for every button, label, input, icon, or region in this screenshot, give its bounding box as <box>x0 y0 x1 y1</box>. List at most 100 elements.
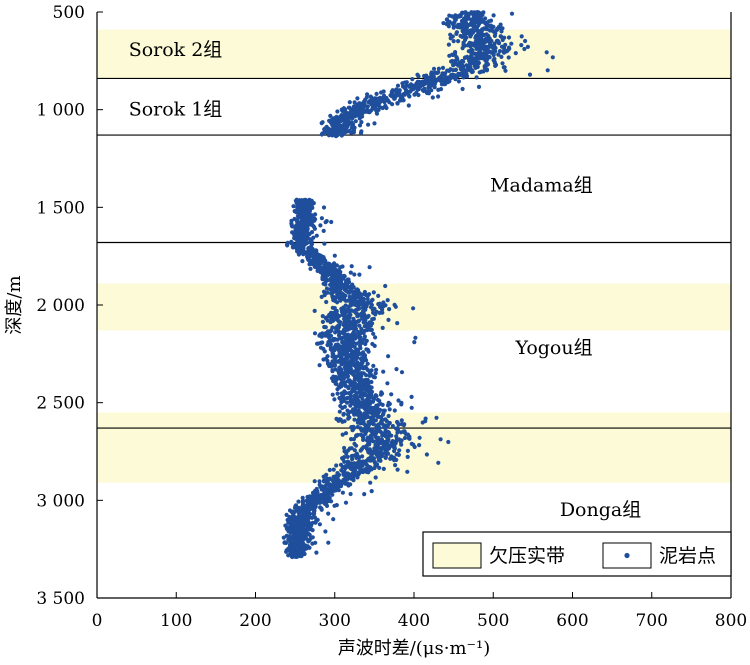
mudstone-point <box>341 412 346 417</box>
mudstone-point <box>392 96 397 101</box>
mudstone-point <box>402 422 407 427</box>
mudstone-point <box>348 403 353 408</box>
mudstone-point <box>446 24 451 29</box>
mudstone-point <box>377 465 382 470</box>
mudstone-point <box>492 33 497 39</box>
mudstone-point <box>339 400 344 405</box>
legend-point-marker <box>624 552 630 559</box>
mudstone-point <box>522 46 527 52</box>
mudstone-point <box>312 226 317 231</box>
mudstone-point <box>338 298 343 303</box>
mudstone-point <box>363 341 368 347</box>
x-axis-title: 声波时差/(μs·m⁻¹) <box>338 638 491 659</box>
mudstone-point <box>413 335 418 340</box>
mudstone-point <box>420 420 425 425</box>
mudstone-point <box>312 479 317 484</box>
mudstone-point <box>525 44 531 50</box>
mudstone-point <box>484 68 490 73</box>
mudstone-point <box>335 387 340 392</box>
mudstone-point <box>400 81 405 86</box>
mudstone-point <box>360 316 365 321</box>
mudstone-point <box>476 84 482 89</box>
mudstone-point <box>380 307 385 312</box>
mudstone-point <box>319 294 324 299</box>
mudstone-point <box>393 463 398 468</box>
mudstone-point <box>344 396 349 401</box>
mudstone-point <box>325 318 330 323</box>
mudstone-point <box>382 425 387 430</box>
mudstone-point <box>383 455 388 460</box>
mudstone-point <box>326 335 331 340</box>
mudstone-point <box>307 262 312 267</box>
x-tick-label: 500 <box>477 611 509 631</box>
mudstone-point <box>352 302 357 307</box>
mudstone-point <box>446 42 451 47</box>
mudstone-point <box>335 359 340 364</box>
mudstone-point <box>451 39 456 44</box>
mudstone-point <box>378 392 384 397</box>
mudstone-point <box>348 270 353 275</box>
mudstone-point <box>368 458 373 463</box>
mudstone-point <box>367 110 372 115</box>
y-tick-label: 1 500 <box>36 198 85 218</box>
x-tick-label: 400 <box>398 611 430 631</box>
mudstone-point <box>390 102 395 107</box>
mudstone-point <box>325 290 330 295</box>
mudstone-point <box>381 304 386 309</box>
mudstone-point <box>373 371 378 376</box>
mudstone-point <box>351 478 356 483</box>
x-tick-label: 0 <box>92 611 103 631</box>
mudstone-point <box>354 433 359 438</box>
mudstone-point <box>335 391 340 396</box>
mudstone-point <box>426 85 431 90</box>
mudstone-point <box>326 133 332 138</box>
mudstone-point <box>333 134 339 139</box>
mudstone-point <box>371 439 376 444</box>
mudstone-point <box>372 375 377 380</box>
undercompaction-band-1 <box>97 29 731 79</box>
mudstone-point <box>366 470 371 475</box>
mudstone-point <box>340 432 345 437</box>
mudstone-point <box>294 554 299 559</box>
mudstone-point <box>430 95 435 100</box>
mudstone-point <box>357 116 362 121</box>
mudstone-point <box>364 358 369 363</box>
mudstone-point <box>309 515 315 520</box>
mudstone-point <box>438 78 443 83</box>
mudstone-point <box>382 100 387 105</box>
mudstone-point <box>283 540 289 546</box>
mudstone-point <box>397 448 402 453</box>
mudstone-point <box>436 94 441 99</box>
mudstone-point <box>340 490 345 495</box>
mudstone-point <box>396 422 401 427</box>
mudstone-point <box>451 25 456 30</box>
mudstone-point <box>363 431 368 436</box>
y-tick-label: 3 500 <box>36 589 85 609</box>
mudstone-point <box>346 386 351 391</box>
mudstone-point <box>348 393 354 399</box>
mudstone-point <box>311 235 316 240</box>
mudstone-point <box>346 290 351 295</box>
mudstone-point <box>317 479 322 484</box>
mudstone-point <box>327 467 332 473</box>
mudstone-point <box>464 25 469 30</box>
mudstone-point <box>393 304 398 309</box>
mudstone-point <box>317 522 322 527</box>
mudstone-point <box>368 480 373 485</box>
mudstone-point <box>307 532 312 538</box>
mudstone-point <box>312 308 317 313</box>
mudstone-point <box>451 63 456 68</box>
mudstone-point <box>339 336 344 341</box>
mudstone-point <box>324 503 330 508</box>
mudstone-point <box>399 418 404 423</box>
mudstone-point <box>450 52 456 58</box>
mudstone-point <box>322 241 327 246</box>
mudstone-point <box>460 86 465 92</box>
mudstone-point <box>550 55 555 60</box>
formation-label-4: Yogou组 <box>514 337 592 359</box>
mudstone-point <box>321 205 327 210</box>
mudstone-point <box>362 393 367 398</box>
mudstone-point <box>395 430 400 435</box>
mudstone-point <box>323 282 328 287</box>
mudstone-point <box>407 436 412 441</box>
